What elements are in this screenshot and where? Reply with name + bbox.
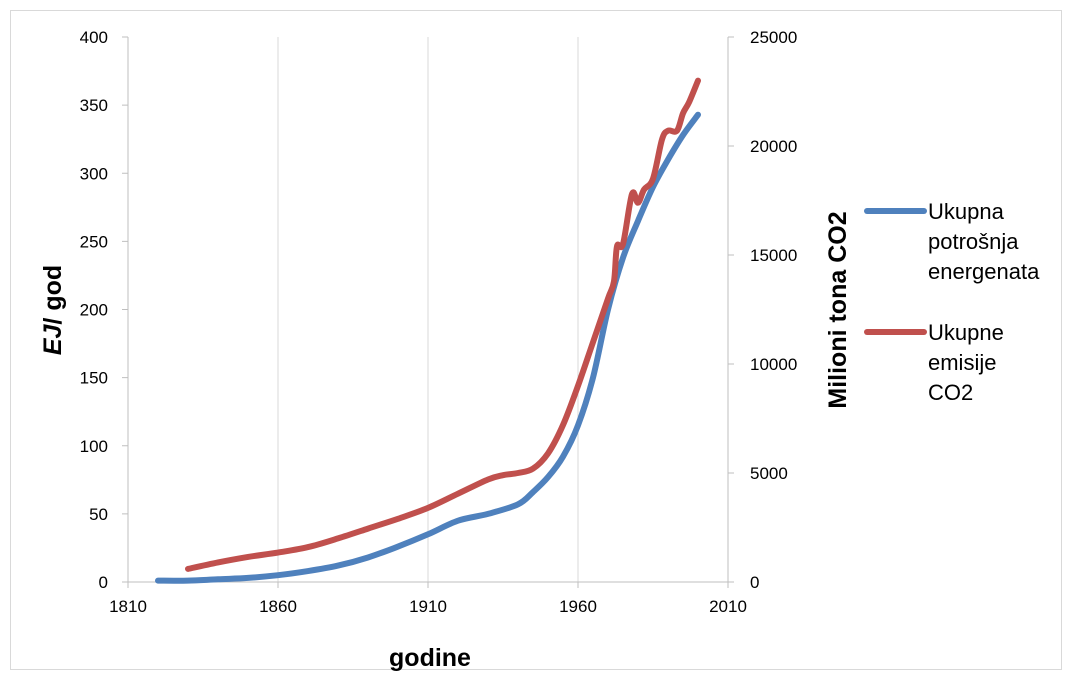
legend-label-2-line-2: emisije bbox=[928, 350, 996, 375]
x-tick-label-2010: 2010 bbox=[709, 597, 747, 616]
left-y-axis-title: EJ/ god bbox=[39, 265, 67, 355]
right-y-tick-label-10000: 10000 bbox=[750, 355, 797, 374]
series-line-2 bbox=[185, 77, 701, 572]
left-y-tick-label-300: 300 bbox=[80, 164, 108, 183]
left-y-tick-label-250: 250 bbox=[80, 232, 108, 251]
legend-label-1-line-1: Ukupna bbox=[928, 199, 1005, 224]
left-y-tick-label-150: 150 bbox=[80, 369, 108, 388]
left-y-tick-label-50: 50 bbox=[89, 505, 108, 524]
left-y-axis-title-suffix: / god bbox=[39, 265, 67, 325]
series-line-1 bbox=[155, 111, 701, 584]
left-y-tick-label-0: 0 bbox=[99, 573, 108, 592]
chart-frame bbox=[10, 10, 1062, 670]
legend-label-1-line-3: energenata bbox=[928, 259, 1040, 284]
x-axis-title: godine bbox=[389, 644, 471, 672]
left-y-tick-label-400: 400 bbox=[80, 28, 108, 47]
chart-axes bbox=[122, 36, 734, 588]
legend-label-1-line-2: potrošnja bbox=[928, 229, 1019, 254]
left-y-axis-title-unit: EJ bbox=[39, 323, 67, 355]
legend: Ukupna potrošnja energenata Ukupne emisije CO… bbox=[864, 199, 1040, 405]
legend-label-2-line-1: Ukupne bbox=[928, 320, 1004, 345]
x-tick-label-1810: 1810 bbox=[109, 597, 147, 616]
left-y-tick-label-200: 200 bbox=[80, 301, 108, 320]
right-y-tick-label-20000: 20000 bbox=[750, 137, 797, 156]
right-y-tick-label-5000: 5000 bbox=[750, 464, 788, 483]
left-y-tick-label-350: 350 bbox=[80, 96, 108, 115]
series-lines bbox=[155, 77, 701, 584]
right-y-tick-label-25000: 25000 bbox=[750, 28, 797, 47]
tick-labels: 1810 1860 1910 1960 201005010015020025030035… bbox=[80, 28, 798, 616]
right-y-tick-label-0: 0 bbox=[750, 573, 759, 592]
x-tick-label-1860: 1860 bbox=[259, 597, 297, 616]
right-y-axis-title: Milioni tona CO2 bbox=[824, 211, 852, 408]
right-y-tick-label-15000: 15000 bbox=[750, 246, 797, 265]
vertical-gridlines bbox=[127, 37, 729, 582]
left-y-tick-label-100: 100 bbox=[80, 437, 108, 456]
x-tick-label-1960: 1960 bbox=[559, 597, 597, 616]
legend-label-2-line-3: CO2 bbox=[928, 380, 973, 405]
x-tick-label-1910: 1910 bbox=[409, 597, 447, 616]
